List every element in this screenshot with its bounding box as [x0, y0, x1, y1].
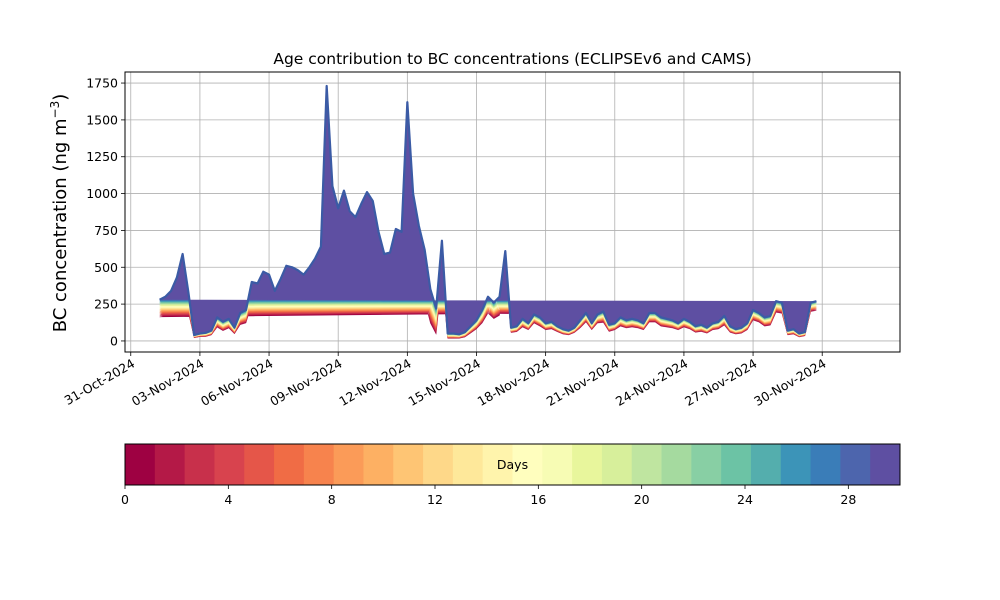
- total-concentration-line: [159, 84, 817, 337]
- y-tick-label: 500: [94, 260, 118, 275]
- colorbar-swatch: [125, 444, 156, 485]
- y-tick-label: 1000: [86, 186, 118, 201]
- colorbar-tick-label: 16: [530, 492, 546, 507]
- colorbar-swatch: [631, 444, 663, 485]
- colorbar-swatch: [870, 444, 901, 485]
- colorbar-tick-label: 8: [328, 492, 336, 507]
- colorbar-swatch: [333, 444, 364, 485]
- y-tick-label: 750: [94, 223, 118, 238]
- colorbar-swatch: [303, 444, 335, 485]
- colorbar-swatch: [750, 444, 782, 485]
- total-line-layer: [159, 84, 817, 337]
- chart-title: Age contribution to BC concentrations (E…: [273, 50, 751, 68]
- colorbar-swatch: [274, 444, 305, 485]
- colorbar-swatch: [423, 444, 454, 485]
- colorbar-swatch: [244, 444, 275, 485]
- colorbar-tick-label: 28: [840, 492, 856, 507]
- y-tick-label: 250: [94, 297, 118, 312]
- colorbar-swatch: [601, 444, 633, 485]
- plot-frame: [124, 71, 901, 353]
- y-tick-label: 0: [110, 333, 118, 348]
- colorbar-tick-label: 4: [224, 492, 232, 507]
- colorbar-swatch: [184, 444, 215, 485]
- colorbar-swatches: [125, 444, 901, 485]
- colorbar-swatch: [214, 444, 245, 485]
- y-tick-label: 1250: [86, 149, 118, 164]
- y-tick-label: 1750: [86, 76, 118, 91]
- colorbar-tick-label: 20: [634, 492, 650, 507]
- colorbar-swatch: [810, 444, 841, 485]
- colorbar-swatch: [721, 444, 752, 485]
- stacked-area-layers: [159, 85, 817, 339]
- colorbar-swatch: [780, 444, 812, 485]
- colorbar-tick-label: 0: [121, 492, 129, 507]
- colorbar-swatch: [691, 444, 722, 485]
- colorbar-swatch: [482, 444, 513, 485]
- colorbar-frame: [124, 443, 901, 486]
- colorbar-ticks: 0 4 8 12 16 20 24 28: [121, 485, 856, 507]
- colorbar-swatch: [154, 444, 186, 485]
- colorbar-swatch: [512, 444, 543, 485]
- colorbar-swatch: [452, 444, 484, 485]
- colorbar-swatch: [661, 444, 692, 485]
- colorbar-tick-label: 24: [737, 492, 753, 507]
- colorbar: Days 0 4 8 12 16 20 24 28: [121, 443, 901, 507]
- colorbar-label: Days: [497, 457, 528, 472]
- colorbar-swatch: [363, 444, 394, 485]
- colorbar-tick-label: 12: [427, 492, 443, 507]
- colorbar-swatch: [393, 444, 424, 485]
- colorbar-swatch: [572, 444, 603, 485]
- y-axis-ticks: 0 250 500 750 1000 1250 1500 1750: [86, 76, 125, 348]
- y-tick-label: 1500: [86, 112, 118, 127]
- colorbar-swatch: [542, 444, 573, 485]
- y-axis-label: BC concentration (ng m−3): [48, 94, 71, 333]
- colorbar-swatch: [840, 444, 871, 485]
